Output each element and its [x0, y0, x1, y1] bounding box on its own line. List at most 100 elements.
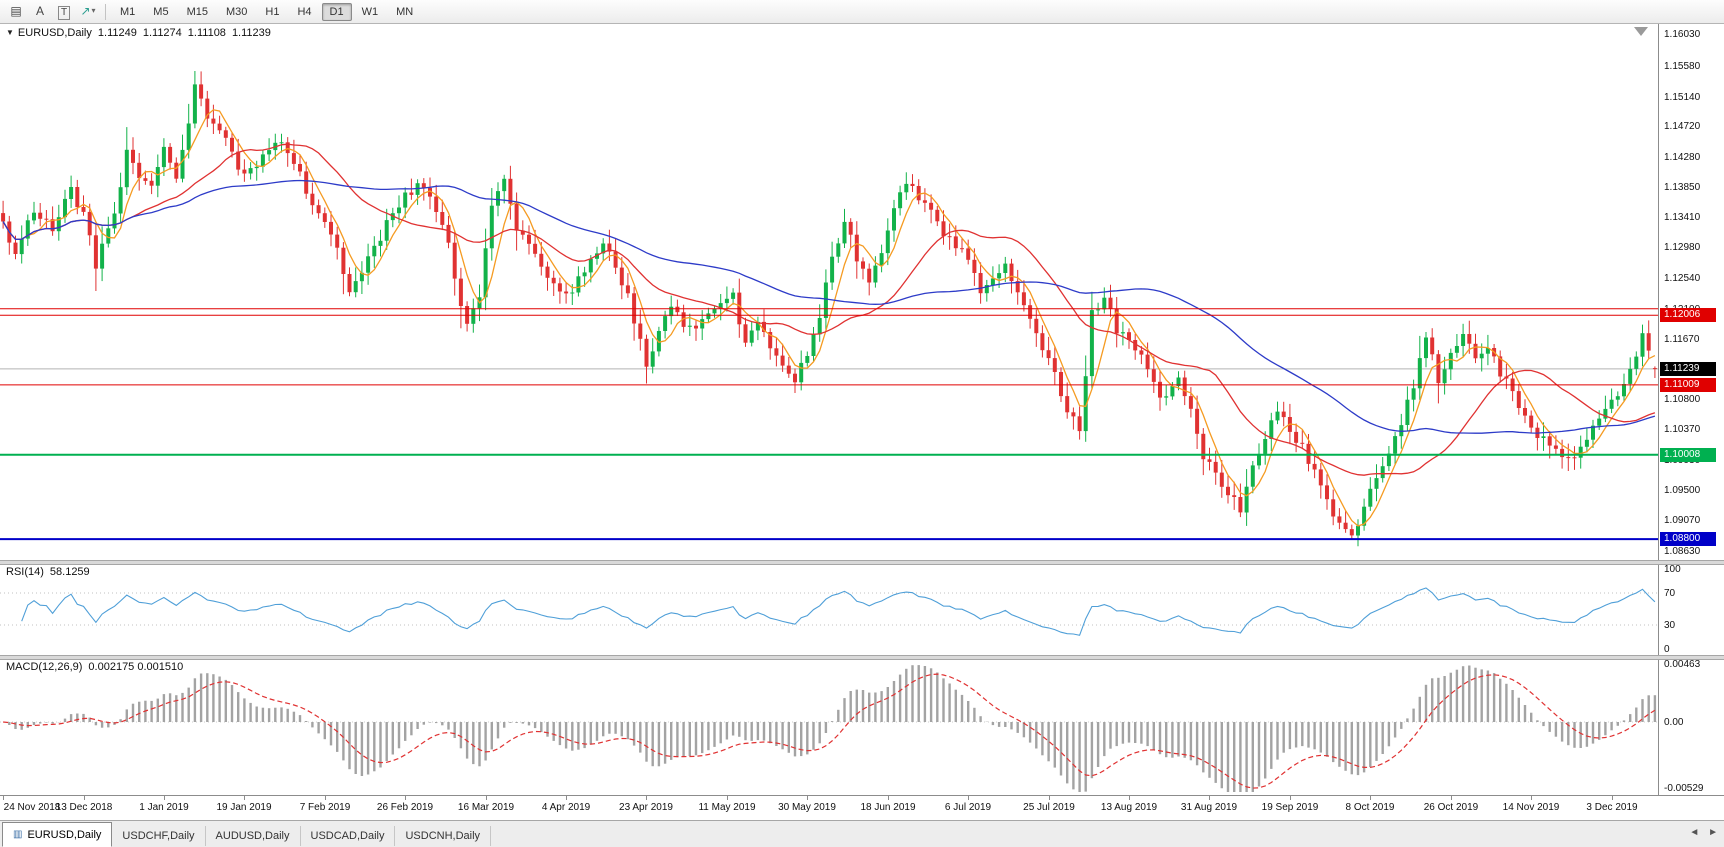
text-tool-button[interactable]: T	[53, 3, 75, 23]
price-axis-label: 1.14280	[1664, 151, 1701, 163]
tool-group: ▤ A T ↗ ▾	[4, 1, 100, 23]
rsi-header: RSI(14) 58.1259	[6, 566, 90, 578]
tab-label: USDCAD,Daily	[310, 830, 385, 842]
price-axis-label: 1.11670	[1664, 333, 1700, 345]
chart-ohlc-header: ▼ EURUSD,Daily 1.11249 1.11274 1.11108 1.1123…	[6, 27, 271, 39]
cursor-tool-button[interactable]: A	[29, 1, 51, 21]
time-axis-tick	[566, 796, 567, 800]
time-axis-tick	[807, 796, 808, 800]
rsi-axis-label: 0	[1664, 644, 1670, 655]
macd-signal-line	[3, 673, 1656, 789]
chart-tab-bar: ▥ EURUSD,Daily USDCHF,Daily AUDUSD,Daily USD…	[0, 820, 1724, 847]
chart-high-value: 1.11274	[142, 27, 182, 39]
time-axis-label: 26 Oct 2019	[1423, 802, 1479, 813]
time-axis-tick	[1049, 796, 1050, 800]
time-axis-label: 19 Sep 2019	[1261, 802, 1319, 813]
time-axis-label: 13 Aug 2019	[1100, 802, 1158, 813]
time-axis-tick	[1531, 796, 1532, 800]
panel-splitter[interactable]	[0, 560, 1724, 565]
macd-axis-label: 0.00463	[1664, 659, 1701, 670]
price-level-badge: 1.11009	[1660, 377, 1716, 392]
rsi-axis-label: 30	[1664, 620, 1676, 631]
chart-tabs: ▥ EURUSD,Daily USDCHF,Daily AUDUSD,Daily USD…	[2, 821, 492, 847]
time-axis-tick	[888, 796, 889, 800]
ma-line-5	[2, 109, 1656, 527]
time-axis-tick	[1129, 796, 1130, 800]
timeframe-m30-button[interactable]: M30	[225, 6, 248, 18]
time-axis-label: 8 Oct 2019	[1345, 802, 1395, 813]
price-axis-label: 1.10370	[1664, 424, 1701, 436]
tab-scroll-left-icon[interactable]: ◄	[1689, 827, 1700, 838]
price-axis-label: 1.13850	[1664, 181, 1701, 193]
time-axis-tick	[84, 796, 85, 800]
objects-tool-button[interactable]: ↗ ▾	[77, 1, 99, 21]
chart-open-value: 1.11249	[97, 27, 137, 39]
time-axis[interactable]: 24 Nov 2018 13 Dec 2018 1 Jan 2019 19 Jan 2…	[0, 795, 1724, 820]
tab-label: USDCHF,Daily	[122, 830, 195, 842]
timeframe-m15-button[interactable]: M15	[186, 6, 208, 18]
price-level-badge: 1.08800	[1660, 532, 1716, 547]
price-level-badge: 1.12006	[1660, 308, 1716, 323]
timeframe-w1-button[interactable]: W1	[361, 6, 379, 18]
chevron-down-icon: ▾	[91, 6, 96, 15]
tab-usdchf-daily[interactable]: USDCHF,Daily	[112, 826, 206, 846]
chart-menu-triangle-icon[interactable]: ▼	[6, 28, 14, 37]
cursor-tool-icon: A	[35, 3, 44, 18]
time-axis-tick	[646, 796, 647, 800]
chart-symbol-label: EURUSD,Daily	[17, 27, 92, 39]
time-axis-tick	[164, 796, 165, 800]
panel-splitter[interactable]	[0, 655, 1724, 660]
macd-label: MACD(12,26,9)	[6, 661, 83, 673]
macd-axis-label: -0.00529	[1664, 783, 1704, 795]
charts-grid-button[interactable]: ▤	[5, 1, 27, 21]
objects-tool-icon: ↗	[80, 3, 91, 18]
time-axis-label: 13 Dec 2018	[55, 802, 113, 813]
time-axis-label: 11 May 2019	[698, 802, 756, 813]
timeframe-m1-button[interactable]: M1	[120, 6, 136, 18]
tab-scroll-right-icon[interactable]: ►	[1708, 827, 1718, 838]
current-price-badge: 1.11239	[1660, 361, 1716, 376]
macd-indicator-canvas[interactable]	[0, 658, 1658, 795]
time-axis-tick	[727, 796, 728, 800]
timeframe-h4-button[interactable]: H4	[297, 6, 312, 18]
time-axis-label: 30 May 2019	[778, 802, 836, 813]
price-level-badge: 1.10008	[1660, 447, 1716, 462]
main-chart-canvas[interactable]	[0, 24, 1658, 560]
macd-axis-label: 0.00	[1664, 717, 1684, 728]
time-axis-tick	[325, 796, 326, 800]
price-axis-label: 1.15580	[1664, 60, 1701, 72]
axis-divider	[1658, 24, 1659, 795]
tab-usdcad-daily[interactable]: USDCAD,Daily	[301, 826, 396, 846]
time-axis-label: 6 Jul 2019	[944, 802, 992, 813]
time-axis-label: 23 Apr 2019	[619, 802, 673, 813]
time-axis-tick	[405, 796, 406, 800]
toolbar-separator	[105, 3, 106, 20]
rsi-indicator-canvas[interactable]	[0, 563, 1658, 655]
text-tool-icon: T	[57, 5, 71, 20]
chart-area[interactable]: ▼ EURUSD,Daily 1.11249 1.11274 1.11108 1.1123…	[0, 24, 1724, 847]
charts-grid-icon: ▤	[10, 3, 22, 18]
tab-usdcnh-daily[interactable]: USDCNH,Daily	[395, 826, 492, 846]
time-axis-label: 16 Mar 2019	[457, 802, 515, 813]
price-axis-label: 1.09070	[1664, 515, 1701, 527]
chart-shift-marker-icon[interactable]	[1634, 27, 1648, 36]
price-axis-label: 1.08630	[1664, 545, 1701, 557]
time-axis-label: 4 Apr 2019	[541, 802, 591, 813]
tab-audusd-daily[interactable]: AUDUSD,Daily	[206, 826, 301, 846]
timeframe-mn-button[interactable]: MN	[396, 6, 414, 18]
rsi-axis-label: 100	[1664, 564, 1681, 575]
timeframe-m5-button[interactable]: M5	[153, 6, 169, 18]
price-axis-label: 1.12980	[1664, 242, 1701, 254]
timeframe-h1-button[interactable]: H1	[265, 6, 280, 18]
price-axis[interactable]: 1.16030 1.15580 1.15140 1.14720 1.14280 1.138…	[1659, 24, 1724, 795]
tab-eurusd-daily[interactable]: ▥ EURUSD,Daily	[2, 822, 113, 847]
time-axis-label: 19 Jan 2019	[216, 802, 272, 813]
time-axis-label: 24 Nov 2018	[3, 802, 61, 813]
rsi-axis-label: 70	[1664, 588, 1676, 599]
ma-line-55	[2, 179, 1656, 434]
chart-close-value: 1.11239	[231, 27, 271, 39]
price-axis-label: 1.14720	[1664, 120, 1701, 132]
chart-low-value: 1.11108	[187, 27, 226, 39]
timeframe-d1-button[interactable]: D1	[321, 3, 352, 21]
